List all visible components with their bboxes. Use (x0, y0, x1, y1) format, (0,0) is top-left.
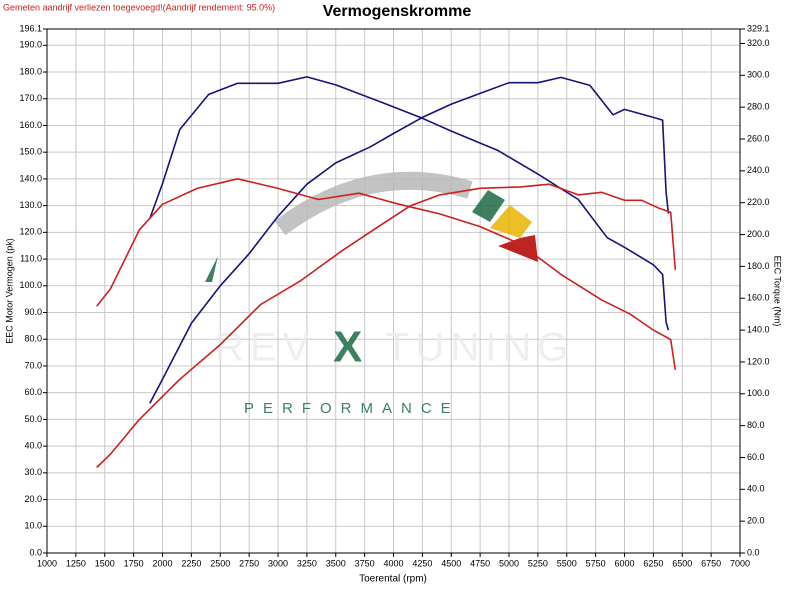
y-tick-label: 20.0 (24, 494, 42, 504)
x-tick-label: 6750 (701, 558, 721, 568)
y-tick-label: 190.0 (19, 40, 42, 50)
x-tick-label: 5250 (528, 558, 548, 568)
y-tick-label: 0.0 (29, 547, 42, 557)
y2-tick-label: 160.0 (747, 293, 770, 303)
logo-text: REV (215, 326, 315, 370)
logo-segment (490, 205, 532, 238)
y-tick-label: 50.0 (24, 414, 42, 424)
x-axis-label: Toerental (rpm) (359, 574, 427, 585)
y2-tick-label: 280.0 (747, 102, 770, 112)
x-tick-label: 1750 (124, 558, 144, 568)
logo-segment (472, 190, 505, 222)
y2-tick-label: 300.0 (747, 70, 770, 80)
logo-arc (274, 171, 473, 236)
x-tick-label: 3750 (355, 558, 375, 568)
y-tick-label: 100.0 (19, 280, 42, 290)
y2-tick-label: 220.0 (747, 197, 770, 207)
y-tick-label: 140.0 (19, 173, 42, 183)
y2-tick-label: 329.1 (747, 23, 770, 33)
grid: 1000 1250 1500 1750 2000 2250 2500 2750 3000 3250… (19, 23, 769, 568)
y2-tick-label: 180.0 (747, 261, 770, 271)
logo-tagline: PERFORMANCE (244, 400, 460, 417)
y2-tick-label: 320.0 (747, 38, 770, 48)
subtitle: Gemeten aandrijf verliezen toegevoegd!(A… (3, 2, 275, 12)
x-tick-label: 4000 (383, 558, 403, 568)
x-tick-label: 6500 (672, 558, 692, 568)
x-tick-label: 4750 (470, 558, 490, 568)
y-tick-label: 110.0 (20, 253, 42, 263)
y-axis-label: EEC Motor Vermogen (pk) (4, 238, 14, 344)
y-tick-label: 90.0 (24, 307, 42, 317)
y2-axis-label: EEC Torque (Nm) (773, 256, 783, 327)
y2-tick-label: 0.0 (747, 547, 760, 557)
y2-tick-label: 240.0 (747, 165, 770, 175)
series-line (96, 183, 677, 469)
x-tick-label: 2750 (239, 558, 259, 568)
plot (96, 76, 677, 469)
x-tick-label: 1500 (95, 558, 115, 568)
y-tick-label: 160.0 (19, 120, 42, 130)
x-tick-label: 3250 (297, 558, 317, 568)
y-tick-label: 30.0 (24, 467, 42, 477)
x-tick-label: 6250 (643, 558, 663, 568)
x-tick-label: 5750 (586, 558, 606, 568)
y-tick-label: 10.0 (24, 521, 42, 531)
logo-segment (498, 235, 538, 262)
plot-frame (46, 28, 741, 554)
x-tick-label: 1000 (37, 558, 57, 568)
x-tick-label: 5000 (499, 558, 519, 568)
logo-text: TUNING (385, 326, 574, 370)
x-tick-label: 5500 (557, 558, 577, 568)
chart-title: Vermogenskromme (323, 3, 472, 20)
y2-tick-label: 200.0 (747, 229, 770, 239)
watermark: REV X TUNING PERFORMANCE (205, 171, 574, 417)
y2-tick-label: 120.0 (747, 356, 770, 366)
y2-tick-label: 60.0 (747, 452, 765, 462)
y-tick-label: 170.0 (19, 93, 42, 103)
y-tick-label: 180.0 (19, 66, 42, 76)
y2-tick-label: 20.0 (747, 516, 765, 526)
y-tick-label: 40.0 (24, 440, 42, 450)
y2-tick-label: 80.0 (747, 420, 765, 430)
series-line (149, 76, 670, 404)
x-tick-label: 3000 (268, 558, 288, 568)
x-tick-label: 2500 (210, 558, 230, 568)
logo-mark (205, 256, 218, 282)
y2-tick-label: 100.0 (747, 388, 770, 398)
y-tick-label: 130.0 (19, 200, 42, 210)
x-tick-label: 2250 (181, 558, 201, 568)
y2-tick-label: 40.0 (747, 484, 765, 494)
y-tick-label: 80.0 (24, 334, 42, 344)
y-tick-label: 60.0 (24, 387, 42, 397)
x-tick-label: 2000 (152, 558, 172, 568)
y2-tick-label: 140.0 (747, 324, 770, 334)
series-line (149, 76, 670, 331)
y-tick-label: 120.0 (19, 227, 42, 237)
x-tick-label: 3500 (326, 558, 346, 568)
y-tick-label: 196.1 (19, 23, 42, 33)
x-tick-label: 6000 (614, 558, 634, 568)
series-line (96, 178, 677, 371)
x-tick-label: 1250 (66, 558, 86, 568)
x-tick-label: 7000 (730, 558, 750, 568)
logo-text: X (333, 323, 362, 372)
y2-tick-label: 260.0 (747, 133, 770, 143)
y-tick-label: 70.0 (24, 360, 42, 370)
x-tick-label: 4250 (412, 558, 432, 568)
x-tick-label: 4500 (441, 558, 461, 568)
y-tick-label: 150.0 (19, 147, 42, 157)
